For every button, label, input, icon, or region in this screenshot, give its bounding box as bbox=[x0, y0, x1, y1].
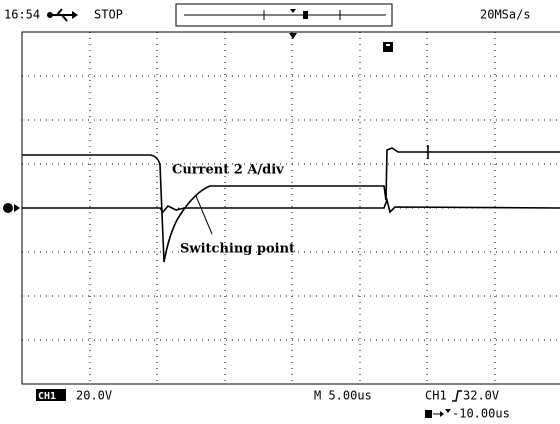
pointer-line bbox=[195, 195, 213, 235]
trigger-time-marker bbox=[383, 42, 393, 52]
channel-marker bbox=[3, 203, 20, 213]
trigger-position-bar bbox=[175, 3, 393, 27]
usb-icon bbox=[47, 8, 78, 22]
trigger-offset: -10.00us bbox=[452, 407, 510, 421]
offset-icon bbox=[425, 409, 451, 418]
trigger-marker bbox=[289, 33, 297, 39]
annotation: Switching point bbox=[180, 242, 295, 257]
timebase: M 5.00us bbox=[314, 389, 372, 403]
run-state: STOP bbox=[94, 8, 123, 22]
time: 16:54 bbox=[4, 8, 40, 22]
current-trace bbox=[22, 147, 560, 263]
channel: CH1 bbox=[38, 391, 56, 402]
sample-rate: 20MSa/s bbox=[480, 8, 531, 22]
annotation: Current 2 A/div bbox=[172, 163, 284, 178]
trigger-channel: CH1 bbox=[425, 389, 447, 403]
voltage-trace bbox=[22, 197, 560, 214]
trigger-level: 32.0V bbox=[463, 389, 499, 403]
channel-badge bbox=[36, 389, 66, 401]
edge-icon bbox=[452, 390, 462, 402]
volts-div: 20.0V bbox=[76, 389, 112, 403]
